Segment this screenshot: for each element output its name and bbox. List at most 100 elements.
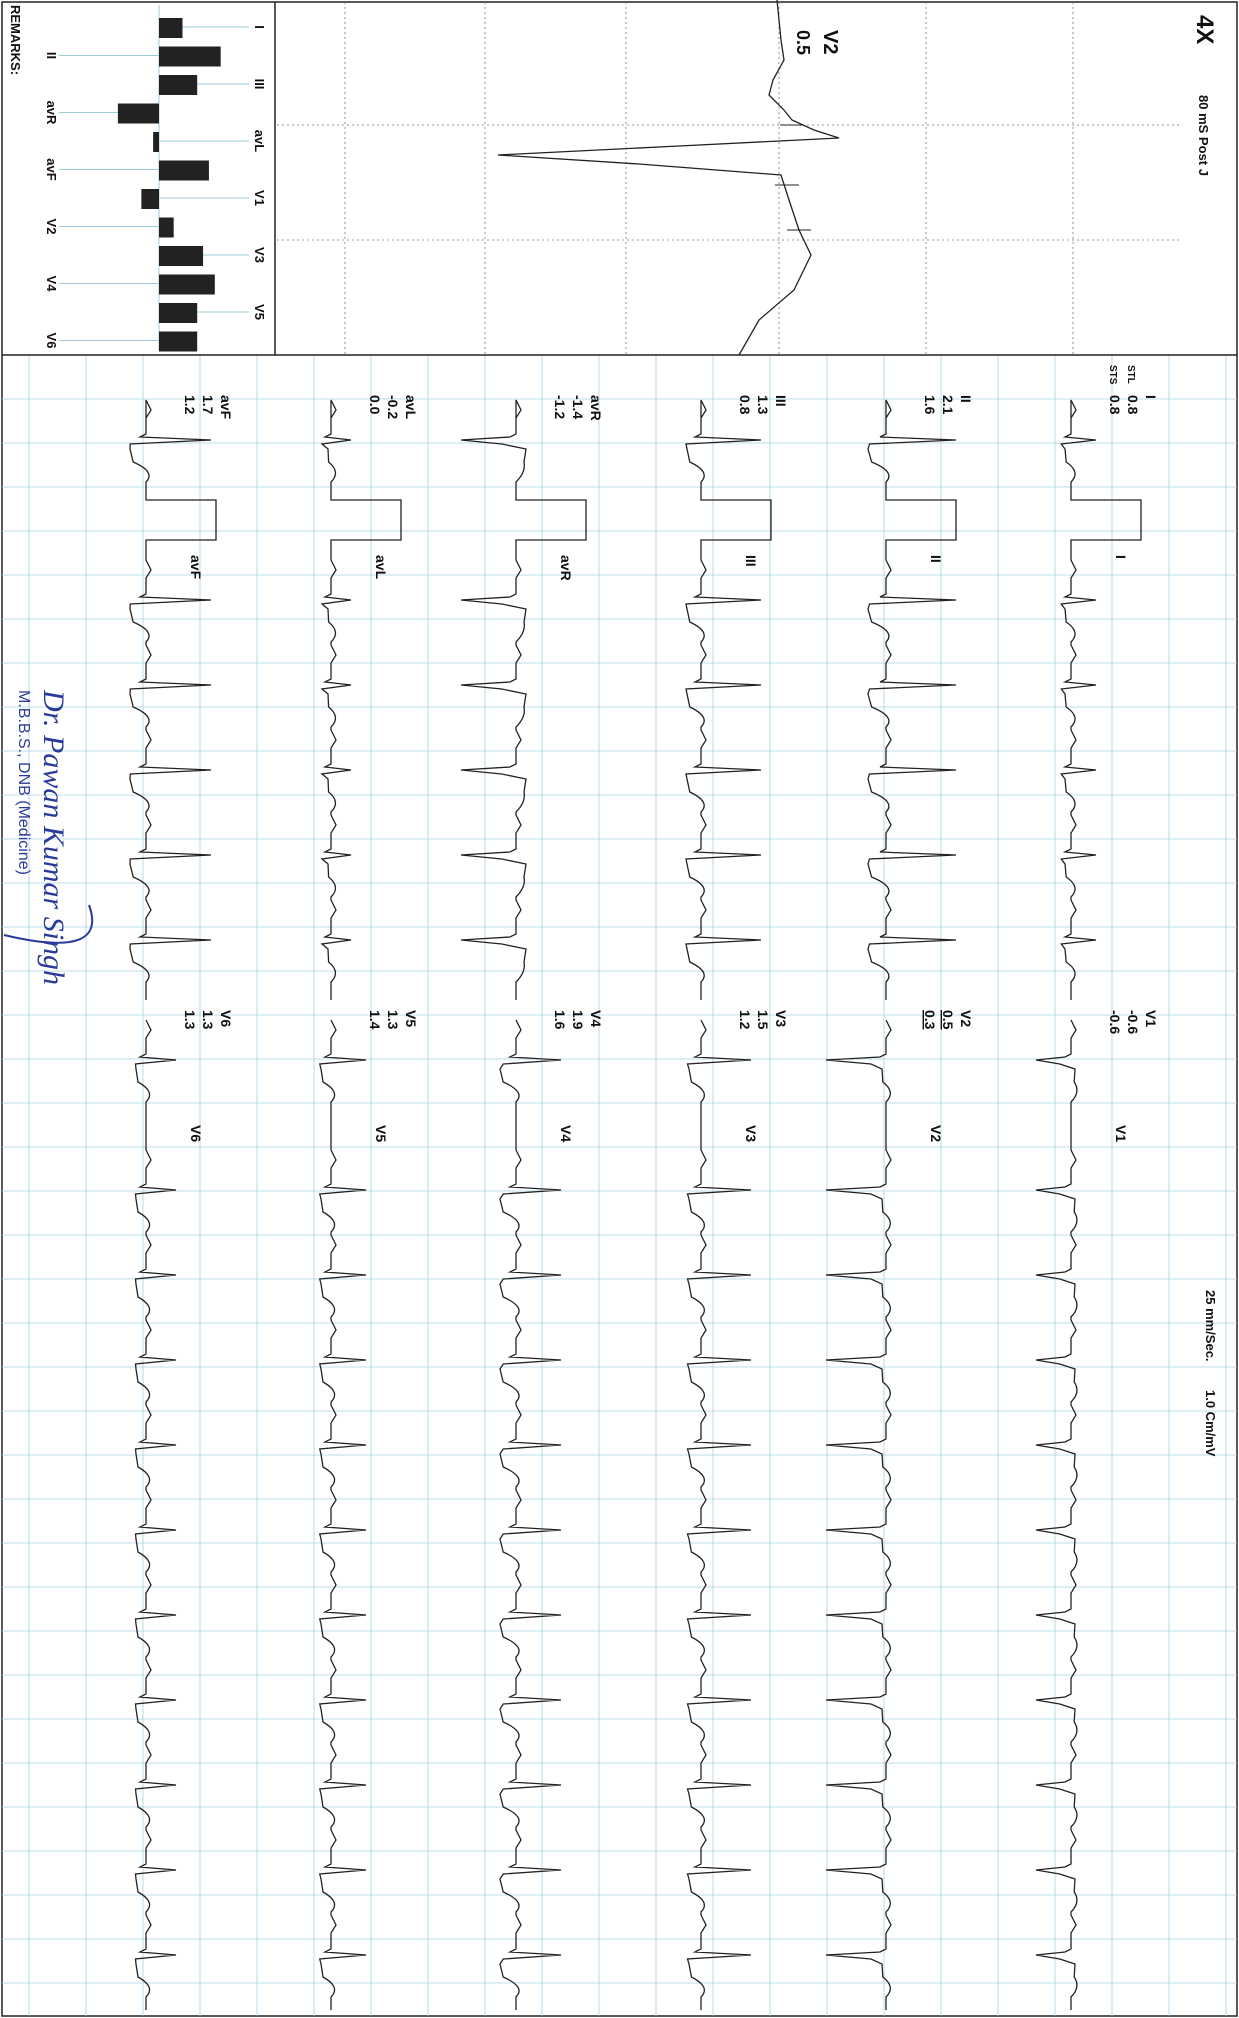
strip-label: avR (558, 555, 574, 581)
sts-value: -1.2 (552, 395, 568, 419)
st-bar (158, 303, 198, 323)
header-subtitle: 80 mS Post J (1196, 95, 1211, 176)
st-bar (158, 331, 198, 352)
ecg-trace (129, 399, 217, 1000)
signature-degree: M.B.B.S., DNB (Medicine) (15, 690, 32, 875)
bar-label: avL (252, 130, 267, 152)
ecg-trace (825, 1019, 892, 2010)
lead-name: II (958, 395, 974, 403)
stl-value: -1.4 (570, 395, 586, 419)
lead-name: III (773, 395, 789, 407)
strip-label: V4 (558, 1125, 574, 1142)
sts-value: 1.4 (367, 1010, 383, 1030)
lead-name: I (1143, 395, 1159, 399)
ecg-trace (1060, 399, 1142, 1000)
ecg-trace (320, 399, 402, 1000)
sts-value: 1.6 (552, 1010, 568, 1030)
ecg-trace (685, 399, 772, 1000)
ecg-trace (867, 399, 957, 1000)
lead-name: avR (588, 395, 604, 421)
signature-stroke (3, 904, 94, 944)
zoom-trace (497, 0, 840, 356)
stl-value: -0.6 (1125, 1010, 1141, 1034)
lead-name: V3 (773, 1010, 789, 1027)
bar-label: V1 (252, 190, 267, 206)
header-title: 4X (1191, 15, 1218, 44)
sts-value: 1.6 (922, 395, 938, 415)
lead-name: V4 (588, 1010, 604, 1027)
ecg-trace (1035, 1019, 1078, 2010)
sts-value: 1.2 (182, 395, 198, 415)
bar-label: V2 (44, 219, 59, 235)
strip-label: I (1113, 555, 1129, 559)
ecg-trace (318, 1019, 367, 2010)
sts-value: 1.2 (737, 1010, 753, 1030)
st-bar (159, 217, 174, 238)
strip-label: V5 (373, 1125, 389, 1142)
sts-value: 0.8 (1107, 395, 1123, 415)
lead-name: V2 (958, 1010, 974, 1027)
stl-caption: STL (1125, 365, 1136, 384)
stl-value: 1.5 (755, 1010, 771, 1030)
lead-name: V5 (403, 1010, 419, 1027)
bar-label: avR (44, 101, 59, 125)
bar-label: II (44, 52, 59, 59)
bar-label: III (252, 79, 267, 90)
strip-label: V3 (743, 1125, 759, 1142)
bar-label: V4 (44, 276, 59, 293)
stl-value: -0.2 (385, 395, 401, 419)
zoom-lead: V2 (819, 30, 841, 54)
st-bar (158, 160, 209, 181)
st-bar (158, 46, 221, 67)
stl-value: 0.8 (1125, 395, 1141, 415)
stl-value: 1.3 (200, 1010, 216, 1030)
lead-name: avL (403, 395, 419, 420)
stl-value: 1.3 (385, 1010, 401, 1030)
lead-name: V6 (218, 1010, 234, 1027)
zoom-value: 0.5 (793, 30, 813, 55)
bar-label: avF (44, 158, 59, 180)
st-bar (117, 103, 159, 124)
st-bar (141, 189, 159, 209)
paper-speed: 25 mm/Sec. (1203, 1290, 1218, 1362)
ecg-trace (134, 1019, 177, 2010)
ecg-trace (499, 1019, 562, 2010)
strip-label: V2 (928, 1125, 944, 1142)
st-bar (159, 246, 204, 266)
st-bar (159, 274, 215, 295)
sts-value: 0.8 (737, 395, 753, 415)
bar-label: V6 (44, 333, 59, 349)
sts-value: 0.3 (922, 1010, 938, 1030)
remarks: REMARKS: (8, 5, 23, 75)
st-bar (159, 18, 183, 38)
bar-label: I (252, 25, 267, 29)
strip-label: II (928, 555, 944, 563)
strip-label: V6 (188, 1125, 204, 1142)
st-bar (153, 132, 159, 152)
sts-value: 0.0 (367, 395, 383, 415)
sts-value: 1.3 (182, 1010, 198, 1030)
stl-value: 1.7 (200, 395, 216, 415)
st-bar (158, 75, 198, 95)
bar-label: V5 (252, 304, 267, 320)
strip-label: V1 (1113, 1125, 1129, 1142)
stl-value: 0.5 (940, 1010, 956, 1030)
stl-value: 1.9 (570, 1010, 586, 1030)
bar-label: V3 (252, 247, 267, 263)
sts-caption: STS (1107, 365, 1118, 385)
lead-name: avF (218, 395, 234, 420)
strip-label: III (743, 555, 759, 567)
stl-value: 1.3 (755, 395, 771, 415)
gain: 1.0 Cm/mV (1203, 1390, 1218, 1457)
ecg-trace (686, 1019, 752, 2010)
stl-value: 2.1 (940, 395, 956, 415)
strip-label: avL (373, 555, 389, 580)
ecg-trace (460, 399, 587, 1000)
signature-name: Dr. Pawan Kumar Singh (37, 689, 70, 985)
sts-value: -0.6 (1107, 1010, 1123, 1034)
strip-label: avF (188, 555, 204, 580)
